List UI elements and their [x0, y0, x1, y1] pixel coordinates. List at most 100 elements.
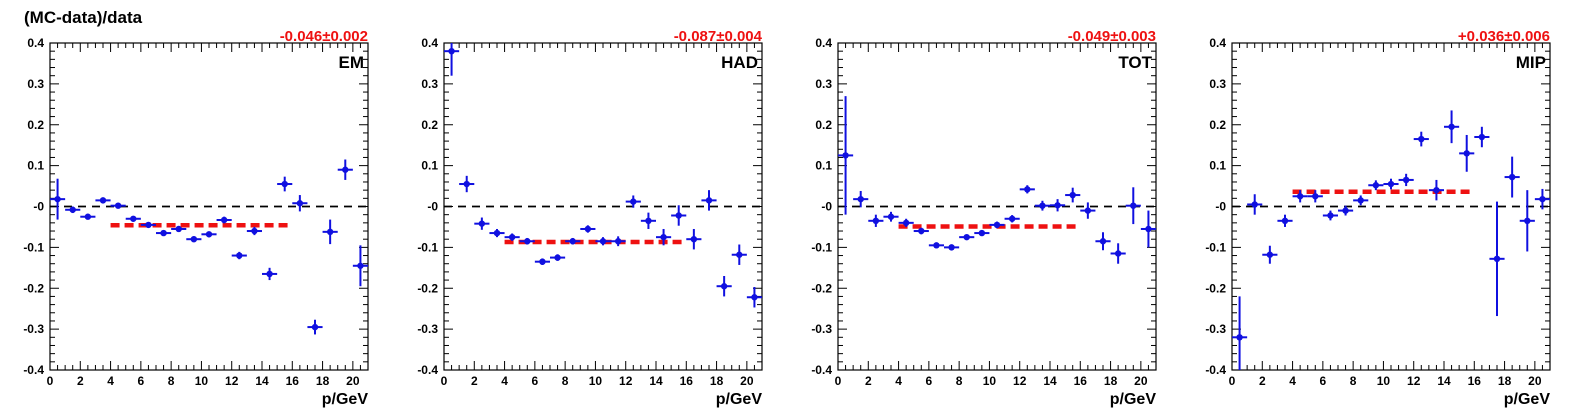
y-tick-label: -0.3	[23, 322, 44, 336]
point-marker	[84, 213, 92, 220]
panel-tot: 0.4 0.3 0.2 0.1 -0 -0.1 -0.2 -0.3 -0.40 2 4 6 8 10 12 1…	[811, 28, 1157, 408]
data-point	[156, 229, 172, 237]
y-tick-label: 0.1	[1209, 159, 1226, 173]
x-tick-label: 0	[47, 374, 54, 388]
data-point	[1444, 110, 1460, 144]
point-marker	[645, 217, 652, 225]
fit-value-label: -0.046±0.002	[280, 28, 368, 45]
x-tick-label: 20	[346, 374, 360, 388]
x-axis-label: p/GeV	[322, 391, 369, 408]
y-tick-label: -0.2	[1205, 281, 1226, 295]
data-point	[731, 244, 747, 265]
data-point	[322, 219, 338, 245]
data-point	[201, 231, 217, 238]
point-marker	[342, 166, 349, 173]
data-point	[519, 237, 535, 245]
data-point	[853, 190, 869, 208]
data-point	[1368, 180, 1384, 191]
point-marker	[614, 238, 622, 245]
panel-label: MIP	[1516, 53, 1546, 72]
y-tick-label: -0	[427, 200, 438, 214]
data-point	[1534, 188, 1550, 210]
x-tick-label: 14	[649, 374, 663, 388]
point-marker	[160, 229, 167, 237]
point-marker	[1084, 207, 1092, 214]
point-marker	[220, 216, 228, 224]
y-tick-label: 0.2	[27, 118, 44, 132]
point-marker	[1463, 150, 1470, 157]
data-point	[231, 251, 247, 260]
x-tick-label: 14	[255, 374, 269, 388]
point-marker	[554, 254, 561, 261]
fit-value-label: -0.087±0.004	[674, 28, 763, 45]
point-marker	[539, 258, 546, 265]
x-tick-label: 2	[471, 374, 478, 388]
point-marker	[584, 225, 592, 233]
x-tick-label: 4	[107, 374, 114, 388]
point-marker	[175, 225, 182, 233]
x-axis-label: p/GeV	[1504, 391, 1551, 408]
x-tick-label: 0	[835, 374, 842, 388]
y-tick-label: -0.1	[417, 240, 438, 254]
y-tick-label: -0.2	[811, 281, 832, 295]
x-tick-label: 2	[77, 374, 84, 388]
y-tick-label: -0.1	[1205, 240, 1226, 254]
data-point	[474, 217, 490, 230]
y-tick-label: -0.2	[417, 281, 438, 295]
point-marker	[296, 200, 304, 207]
data-point	[671, 205, 687, 226]
data-point	[1459, 134, 1475, 172]
data-point	[337, 159, 353, 180]
point-marker	[326, 228, 334, 236]
point-marker	[266, 270, 273, 278]
data-point	[580, 225, 596, 233]
data-point	[959, 233, 975, 241]
data-point	[1095, 232, 1111, 251]
point-marker	[1281, 217, 1289, 225]
x-tick-label: 10	[983, 374, 997, 388]
y-tick-label: -0.2	[23, 281, 44, 295]
y-tick-label: -0.4	[811, 363, 832, 377]
point-marker	[508, 233, 516, 241]
x-tick-label: 10	[195, 374, 209, 388]
x-tick-label: 8	[562, 374, 569, 388]
fit-value-label: -0.049±0.003	[1068, 28, 1156, 45]
point-marker	[1054, 202, 1061, 209]
data-point	[1140, 210, 1156, 248]
point-marker	[1008, 215, 1016, 222]
point-marker	[1039, 202, 1046, 209]
data-point	[1034, 200, 1050, 211]
x-tick-label: 20	[740, 374, 754, 388]
data-point	[489, 228, 505, 238]
fit-value-label: +0.036±0.006	[1458, 28, 1550, 45]
x-tick-label: 18	[316, 374, 330, 388]
data-point	[1262, 245, 1278, 264]
point-marker	[1539, 195, 1546, 203]
point-marker	[963, 233, 970, 241]
x-tick-label: 14	[1437, 374, 1451, 388]
point-marker	[54, 195, 61, 203]
y-tick-label: 0.4	[27, 36, 44, 50]
data-point	[595, 237, 611, 246]
point-marker	[236, 252, 243, 259]
y-tick-label: 0.3	[27, 77, 44, 91]
data-point	[1519, 190, 1535, 252]
panel-label: EM	[339, 53, 365, 72]
point-marker	[1372, 182, 1380, 189]
x-tick-label: 10	[589, 374, 603, 388]
point-marker	[1024, 186, 1031, 193]
point-marker	[1387, 180, 1395, 188]
point-marker	[69, 206, 76, 213]
data-point	[550, 254, 566, 261]
y-tick-label: 0.3	[421, 77, 438, 91]
point-marker	[1266, 251, 1274, 258]
data-point	[1413, 131, 1429, 147]
x-tick-label: 16	[1074, 374, 1088, 388]
point-marker	[720, 283, 728, 290]
y-tick-label: -0.4	[1205, 363, 1226, 377]
y-tick-label: 0.4	[1209, 36, 1226, 50]
x-tick-label: 12	[1013, 374, 1027, 388]
point-marker	[993, 221, 1001, 229]
x-tick-label: 2	[865, 374, 872, 388]
